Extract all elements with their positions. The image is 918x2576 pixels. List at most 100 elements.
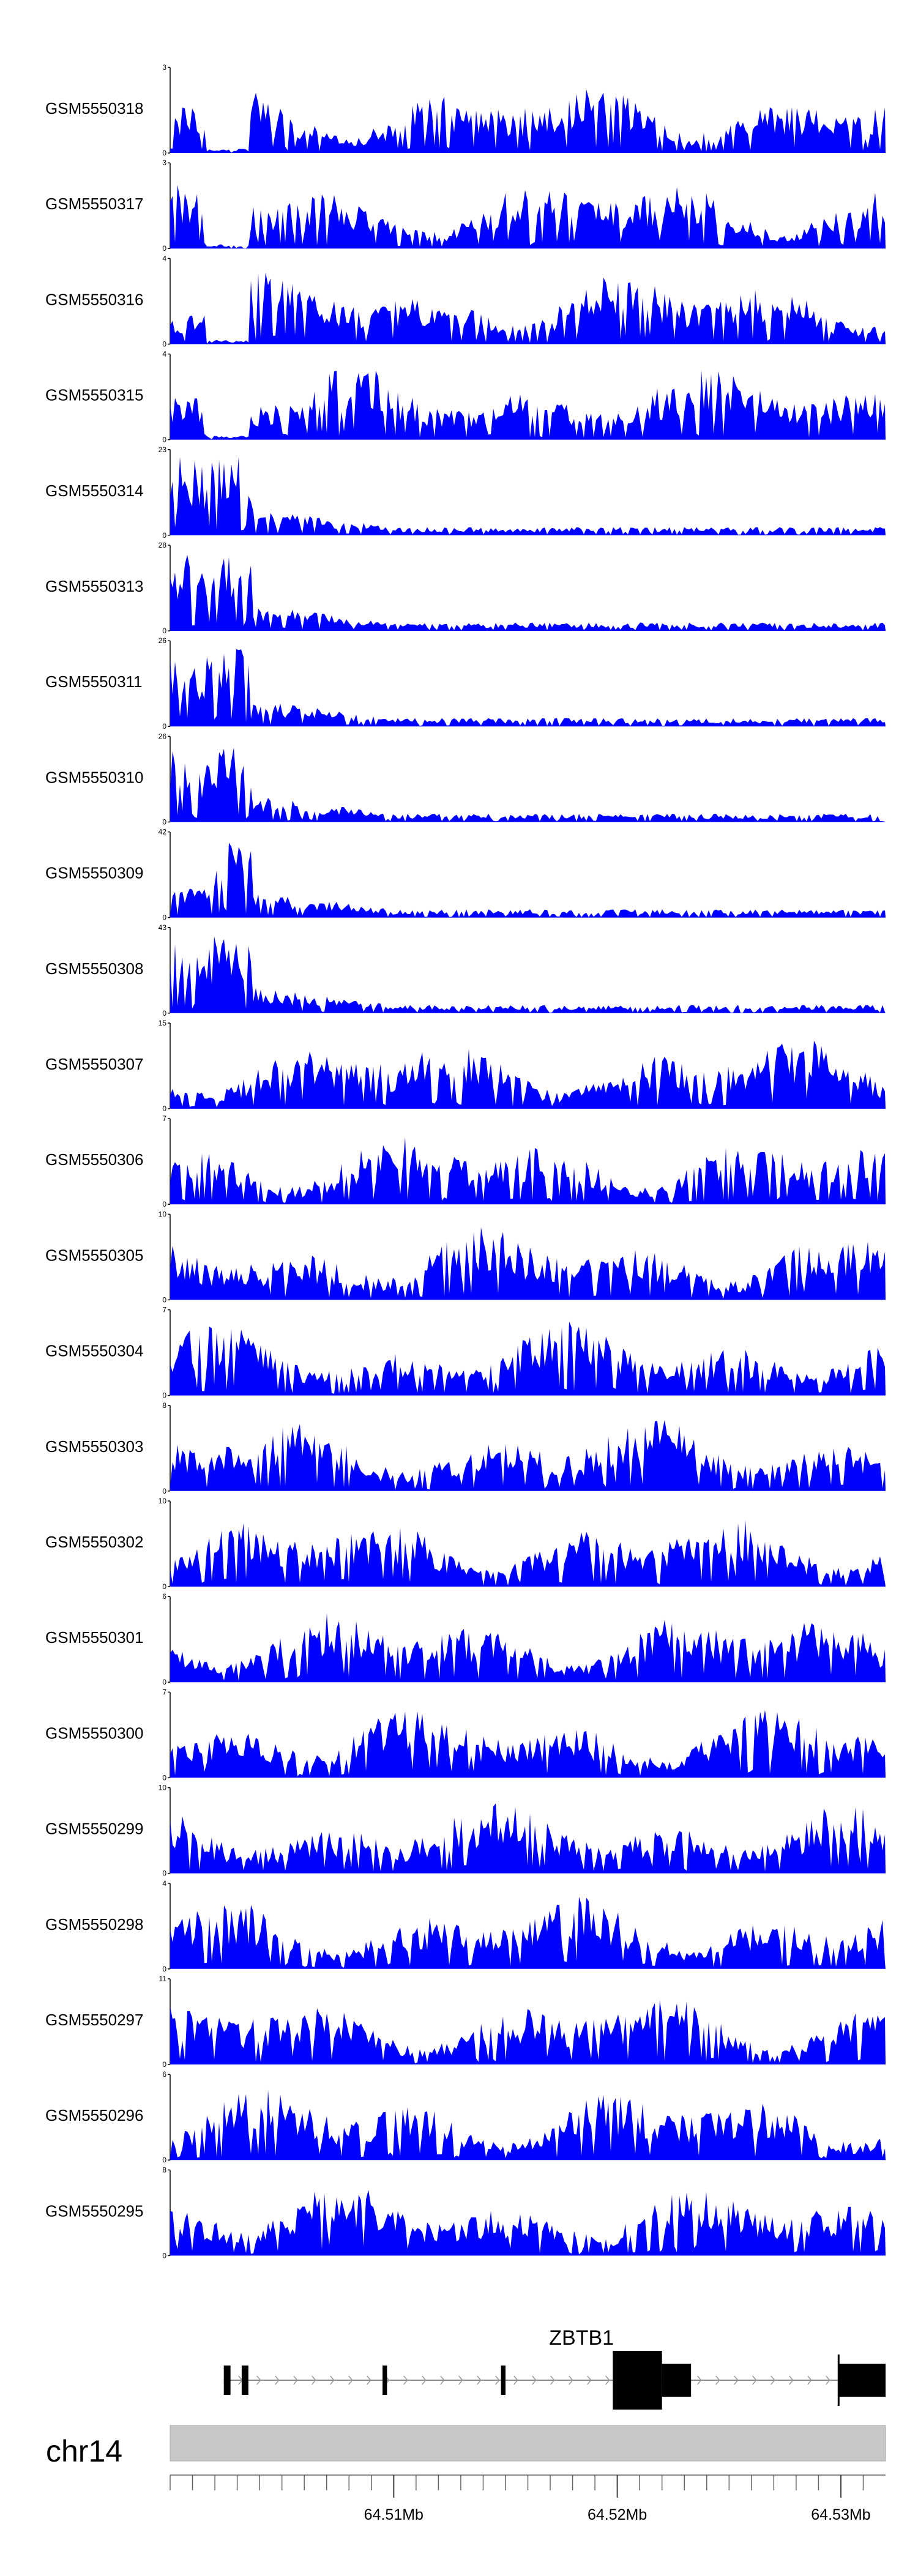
y-min-label: 0: [162, 1104, 166, 1113]
strand-arrow: [495, 2375, 500, 2385]
strand-arrow: [587, 2375, 592, 2385]
track-label: GSM5550295: [45, 2202, 143, 2220]
y-min-label: 0: [162, 1965, 166, 1973]
track-label: GSM5550305: [45, 1246, 143, 1264]
coverage-track: GSM5550303 8 0: [45, 1401, 886, 1495]
track-label: GSM5550315: [45, 386, 143, 404]
coverage-track: GSM5550307 15 0: [45, 1019, 886, 1113]
track-label: GSM5550296: [45, 2106, 143, 2124]
coverage-area: [170, 1040, 886, 1109]
strand-arrow: [734, 2375, 739, 2385]
track-label: GSM5550309: [45, 864, 143, 882]
y-max-label: 3: [162, 158, 166, 167]
y-min-label: 0: [162, 244, 166, 253]
strand-arrow: [752, 2375, 757, 2385]
y-min-label: 0: [162, 340, 166, 348]
coverage-track: GSM5550309 42 0: [45, 828, 886, 922]
y-min-label: 0: [162, 1391, 166, 1400]
coverage-track: GSM5550297 11 0: [45, 1975, 886, 2069]
strand-arrow: [348, 2375, 353, 2385]
y-min-label: 0: [162, 2060, 166, 2069]
y-min-label: 0: [162, 1869, 166, 1878]
y-max-label: 26: [159, 636, 167, 645]
chromosome-label: chr14: [46, 2434, 122, 2468]
track-label: GSM5550297: [45, 2011, 143, 2029]
exon: [838, 2364, 886, 2397]
y-max-label: 10: [159, 1497, 167, 1505]
exon: [613, 2351, 662, 2410]
strand-arrow: [771, 2375, 775, 2385]
coverage-track: GSM5550315 4 0: [45, 350, 886, 444]
coverage-track: GSM5550296 6 0: [45, 2070, 886, 2164]
y-min-label: 0: [162, 1200, 166, 1208]
coverage-area: [170, 1137, 886, 1205]
coverage-area: [170, 272, 886, 344]
y-max-label: 8: [162, 1401, 166, 1410]
gene-name: ZBTB1: [549, 2326, 614, 2350]
y-min-label: 0: [162, 2156, 166, 2164]
coverage-area: [170, 1321, 886, 1396]
strand-arrow: [807, 2375, 812, 2385]
coverage-track: GSM5550317 3 0: [45, 158, 886, 253]
y-max-label: 11: [159, 1975, 167, 1983]
coverage-area: [170, 843, 886, 918]
x-tick-label: 64.53Mb: [811, 2506, 870, 2523]
genome-axis: 64.51Mb 64.52Mb 64.53Mb: [170, 2474, 886, 2523]
strand-arrow: [605, 2375, 610, 2385]
x-tick-label: 64.52Mb: [588, 2506, 647, 2523]
strand-arrow: [789, 2375, 794, 2385]
gene-track: ZBTB1: [223, 2326, 886, 2410]
strand-arrow: [403, 2375, 408, 2385]
coverage-area: [170, 747, 886, 822]
track-label: GSM5550302: [45, 1533, 143, 1551]
y-min-label: 0: [162, 1582, 166, 1591]
coverage-track: GSM5550310 26 0: [45, 732, 886, 826]
coverage-area: [170, 89, 886, 153]
y-max-label: 7: [162, 1688, 166, 1696]
coverage-tracks: GSM555031830GSM555031730GSM555031640GSM5…: [45, 63, 886, 2260]
y-min-label: 0: [162, 2251, 166, 2260]
y-max-label: 4: [162, 1879, 166, 1888]
track-label: GSM5550310: [45, 768, 143, 786]
strand-arrow: [458, 2375, 463, 2385]
coverage-track: GSM5550316 4 0: [45, 254, 886, 348]
coverage-area: [170, 1803, 886, 1874]
y-min-label: 0: [162, 149, 166, 157]
coverage-track: GSM5550305 10 0: [45, 1210, 886, 1304]
strand-arrow: [422, 2375, 427, 2385]
coverage-area: [170, 370, 886, 440]
strand-arrow: [330, 2375, 335, 2385]
track-label: GSM5550311: [45, 672, 143, 691]
y-max-label: 10: [159, 1784, 167, 1792]
track-label: GSM5550303: [45, 1437, 143, 1456]
y-min-label: 0: [162, 914, 166, 922]
ideogram-bar: [170, 2425, 886, 2462]
y-max-label: 6: [162, 2070, 166, 2079]
y-max-label: 43: [159, 923, 167, 932]
track-label: GSM5550298: [45, 1915, 143, 1934]
coverage-area: [170, 185, 886, 249]
x-tick-label: 64.51Mb: [364, 2506, 424, 2523]
strand-arrow: [532, 2375, 537, 2385]
y-max-label: 28: [159, 541, 167, 549]
y-max-label: 4: [162, 350, 166, 359]
strand-arrow: [367, 2375, 371, 2385]
strand-arrow: [569, 2375, 573, 2385]
y-min-label: 0: [162, 1295, 166, 1304]
coverage-area: [170, 1520, 886, 1587]
track-label: GSM5550299: [45, 1820, 143, 1838]
y-max-label: 8: [162, 2165, 166, 2174]
coverage-track: GSM5550298 4 0: [45, 1879, 886, 1973]
coverage-area: [170, 554, 886, 631]
strand-arrow: [715, 2375, 720, 2385]
strand-arrow: [697, 2375, 702, 2385]
track-label: GSM5550313: [45, 577, 143, 595]
coverage-track: GSM5550313 28 0: [45, 541, 886, 635]
coverage-area: [170, 1896, 886, 1969]
exon: [662, 2364, 692, 2397]
y-min-label: 0: [162, 1773, 166, 1782]
track-label: GSM5550316: [45, 290, 143, 308]
strand-arrow: [477, 2375, 482, 2385]
coverage-area: [170, 1613, 886, 1683]
